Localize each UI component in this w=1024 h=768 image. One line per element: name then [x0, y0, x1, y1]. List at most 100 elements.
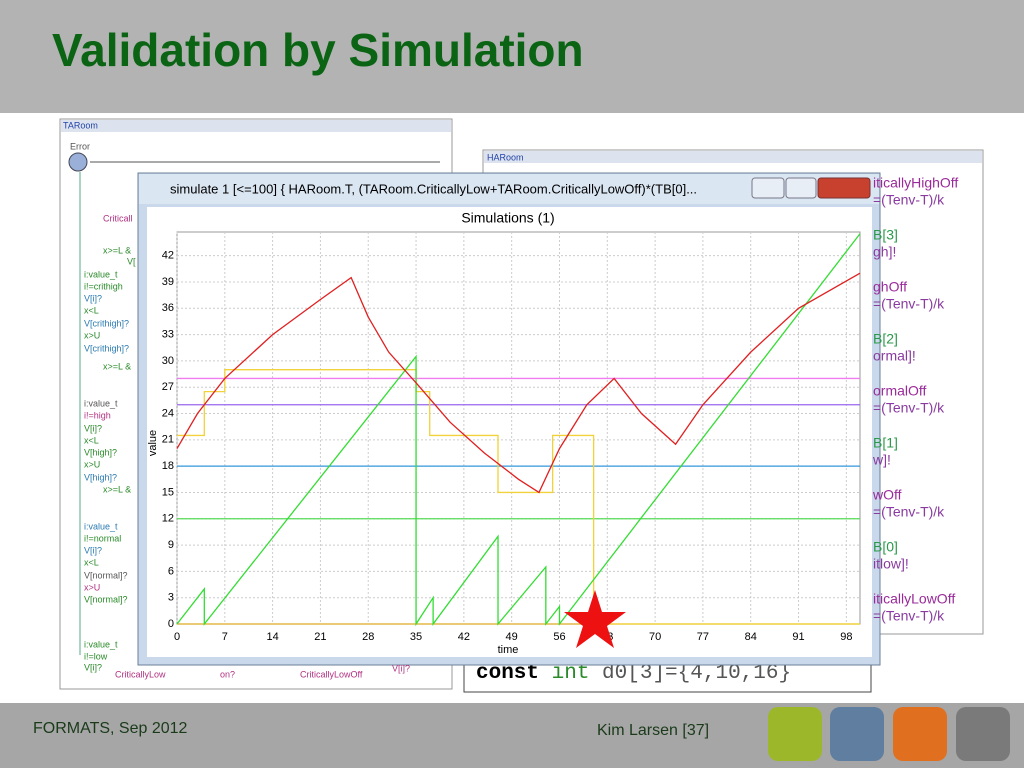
left-panel-label: V[i]?: [392, 663, 410, 673]
left-panel-label: x>U: [84, 582, 100, 592]
right-panel-label: ghOff: [873, 279, 907, 295]
right-panel-label: iticallyHighOff: [873, 175, 958, 191]
right-panel-label: =(Tenv-T)/k: [873, 296, 945, 312]
right-panel-label: iticallyLowOff: [873, 591, 955, 607]
left-panel-label: V[i]?: [84, 293, 102, 303]
logo-s2: [956, 707, 1010, 761]
y-tick-label: 3: [168, 592, 174, 604]
left-panel-label: V[normal]?: [84, 594, 128, 604]
x-tick-label: 21: [314, 631, 326, 643]
left-panel-header: [61, 120, 451, 132]
right-panel-label: =(Tenv-T)/k: [873, 504, 945, 520]
right-panel-label: =(Tenv-T)/k: [873, 192, 945, 208]
x-tick-label: 77: [697, 631, 709, 643]
y-tick-label: 36: [162, 302, 174, 314]
minimize-button[interactable]: [751, 177, 785, 199]
right-panel-label: B[3]: [873, 227, 898, 243]
left-panel-label: V[crithigh]?: [84, 318, 129, 328]
y-tick-label: 39: [162, 276, 174, 288]
y-tick-label: 21: [162, 434, 174, 446]
code-keyword: const: [476, 662, 539, 685]
left-panel-label: i:value_t: [84, 639, 118, 649]
left-panel-label: x<L: [84, 557, 99, 567]
close-button[interactable]: [817, 177, 871, 199]
x-tick-label: 84: [745, 631, 757, 643]
right-panel-label: wOff: [872, 487, 902, 503]
x-tick-label: 7: [222, 631, 228, 643]
left-panel-label: x<L: [84, 305, 99, 315]
left-panel-label: V[i]?: [84, 545, 102, 555]
x-tick-label: 56: [553, 631, 565, 643]
left-panel-label: Criticall: [103, 213, 133, 223]
left-panel-label: V[crithigh]?: [84, 343, 129, 353]
y-tick-label: 42: [162, 250, 174, 262]
left-panel-label: V[i]?: [84, 423, 102, 433]
right-panel-title: HARoom: [487, 152, 524, 162]
left-panel-label: i:value_t: [84, 398, 118, 408]
series-line: [176, 272, 861, 494]
left-panel-label: i!=normal: [84, 533, 121, 543]
left-panel-title: TARoom: [63, 120, 98, 130]
left-panel-label: V[i]?: [84, 662, 102, 672]
logo-l: [768, 707, 822, 761]
x-tick-label: 91: [792, 631, 804, 643]
left-panel-label: i:value_t: [84, 521, 118, 531]
right-panel-label: gh]!: [873, 244, 896, 260]
left-panel-label: Error: [70, 141, 90, 151]
left-panel-label: CriticallyLow: [115, 669, 166, 679]
x-tick-label: 98: [840, 631, 852, 643]
chart-title: Simulations (1): [461, 210, 554, 226]
left-panel-label: V[: [127, 256, 136, 266]
left-panel-label: i!=low: [84, 651, 108, 661]
right-panel-label: B[2]: [873, 331, 898, 347]
left-panel-label: x>=L &: [103, 361, 131, 371]
y-tick-label: 12: [162, 513, 174, 525]
y-axis-label: value: [147, 430, 159, 456]
left-panel-label: x>U: [84, 330, 100, 340]
left-panel-label: x>U: [84, 459, 100, 469]
y-tick-label: 6: [168, 565, 174, 577]
y-tick-label: 15: [162, 486, 174, 498]
error-state: [68, 152, 88, 172]
right-panel-header: [484, 151, 982, 163]
x-axis-label: time: [498, 644, 519, 656]
left-panel-label: V[high]?: [84, 447, 117, 457]
right-panel-label: ormal]!: [873, 348, 916, 364]
right-panel-label: w]!: [872, 452, 891, 468]
star-marker: [564, 590, 626, 648]
footer-right: Kim Larsen [37]: [597, 722, 709, 739]
left-panel-label: x>=L &: [103, 484, 131, 494]
right-panel-label: =(Tenv-T)/k: [873, 608, 945, 624]
y-tick-label: 30: [162, 355, 174, 367]
y-tick-label: 33: [162, 329, 174, 341]
left-panel-label: on?: [220, 669, 235, 679]
chart-area: [147, 207, 872, 657]
x-tick-label: 28: [362, 631, 374, 643]
maximize-button[interactable]: [785, 177, 817, 199]
left-panel-label: x>=L &: [103, 245, 131, 255]
code: const int d0[3]={4,10,16}: [476, 662, 791, 685]
right-panel-label: =(Tenv-T)/k: [873, 400, 945, 416]
right-panel-label: ormalOff: [873, 383, 927, 399]
right-panel-label: B[0]: [873, 539, 898, 555]
x-tick-label: 49: [506, 631, 518, 643]
footer-left: FORMATS, Sep 2012: [33, 720, 188, 737]
y-tick-label: 9: [168, 539, 174, 551]
title-band: [0, 0, 1024, 113]
right-panel-label: B[1]: [873, 435, 898, 451]
y-tick-label: 0: [168, 618, 174, 630]
left-panel-label: i!=crithigh: [84, 281, 123, 291]
code-rest: d0[3]={4,10,16}: [602, 662, 791, 685]
x-tick-label: 0: [174, 631, 180, 643]
y-tick-label: 24: [162, 407, 174, 419]
right-panel-label: itlow]!: [873, 556, 909, 572]
code-type: int: [552, 662, 590, 685]
logo-i: [830, 707, 884, 761]
x-tick-label: 14: [266, 631, 278, 643]
logo-s1: [893, 707, 947, 761]
sim-window-title: simulate 1 [<=100] { HARoom.T, (TARoom.C…: [170, 181, 697, 196]
left-panel-label: CriticallyLowOff: [300, 669, 363, 679]
left-panel-label: x<L: [84, 435, 99, 445]
